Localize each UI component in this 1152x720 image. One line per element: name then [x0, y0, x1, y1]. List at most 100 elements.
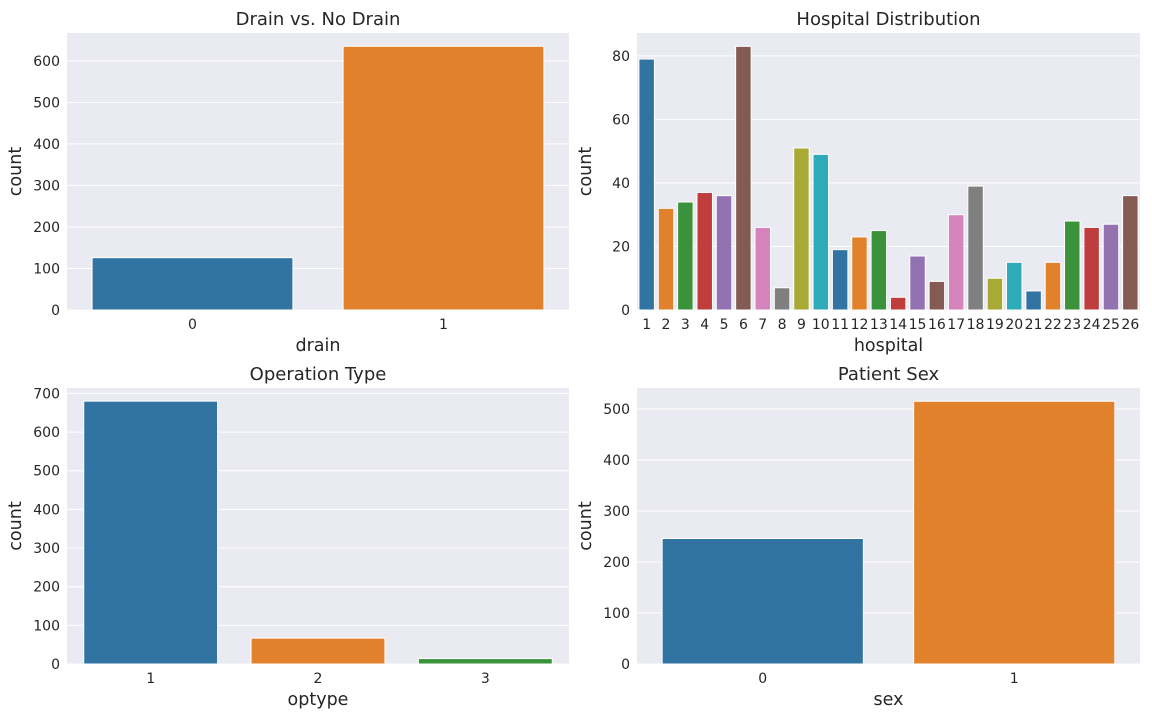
drain-xtick-label: 0	[188, 317, 197, 333]
hospital-xtick-label: 17	[947, 317, 965, 333]
hospital-xtick-label: 1	[642, 317, 651, 333]
sex-ytick-label: 100	[603, 606, 630, 622]
drain-bar-0	[91, 257, 294, 311]
sex-ytick-label: 500	[603, 402, 630, 418]
sex-ytick-label: 0	[621, 657, 630, 673]
optype-xlabel: optype	[288, 690, 349, 710]
optype-bar-2	[250, 637, 386, 665]
sex-xlabel: sex	[874, 690, 904, 710]
hospital-bar-15	[909, 255, 926, 311]
hospital-xtick-label: 4	[700, 317, 709, 333]
hospital-ylabel: count	[576, 147, 596, 197]
sex-ytick-label: 200	[603, 555, 630, 571]
hospital-bar-14	[889, 296, 907, 311]
hospital-bar-26	[1122, 195, 1139, 311]
hospital-xtick-label: 12	[851, 317, 869, 333]
drain-ytick-label: 0	[51, 303, 60, 319]
sex-bar-1	[913, 400, 1116, 665]
hospital-xtick-label: 3	[681, 317, 690, 333]
optype-ytick-label: 500	[33, 464, 60, 480]
hospital-bar-1	[638, 58, 655, 311]
sex-xtick-label: 1	[1010, 671, 1019, 687]
hospital-bar-8	[773, 287, 791, 311]
hospital-bar-17	[947, 214, 965, 311]
hospital-xtick-label: 16	[928, 317, 946, 333]
hospital-bar-22	[1044, 261, 1062, 311]
hospital-xtick-label: 23	[1063, 317, 1081, 333]
hospital-bar-7	[754, 226, 771, 311]
hospital-bar-6	[735, 45, 752, 311]
chart-drain: 0 100 200 300 400 500 600 0 1 Drain vs. No Drain d…	[6, 9, 569, 356]
optype-bar-1	[83, 400, 219, 665]
hospital-xtick-label: 22	[1044, 317, 1062, 333]
hospital-bar-4	[696, 191, 713, 311]
drain-ytick-label: 300	[33, 178, 60, 194]
hospital-xtick-label: 13	[870, 317, 888, 333]
hospital-bar-21	[1025, 290, 1042, 311]
hospital-ytick-label: 0	[621, 303, 630, 319]
hospital-bar-24	[1083, 226, 1100, 311]
hospital-bar-12	[851, 236, 868, 311]
hospital-xtick-label: 25	[1102, 317, 1120, 333]
hospital-bar-9	[793, 147, 810, 311]
optype-ytick-label: 0	[51, 657, 60, 673]
hospital-bar-18	[967, 185, 984, 311]
hospital-xtick-label: 24	[1083, 317, 1101, 333]
optype-bar-3	[417, 658, 553, 665]
hospital-bar-23	[1064, 220, 1081, 311]
optype-ytick-label: 300	[33, 541, 60, 557]
drain-bar-1	[342, 45, 545, 311]
sex-xtick-label: 0	[758, 671, 767, 687]
hospital-xtick-label: 6	[739, 317, 748, 333]
drain-ytick-label: 400	[33, 137, 60, 153]
optype-ytick-label: 600	[33, 425, 60, 441]
hospital-bar-5	[715, 195, 733, 311]
chart-optype: 0 100 200 300 400 500 600 700 1 2 3 Operation Type o…	[6, 364, 569, 710]
hospital-xtick-label: 26	[1121, 317, 1139, 333]
chart-sex: 0 100 200 300 400 500 0 1 Patient Sex sex count	[576, 364, 1140, 710]
sex-ytick-label: 400	[603, 453, 630, 469]
hospital-bar-13	[870, 230, 888, 311]
hospital-ytick-label: 20	[612, 239, 630, 255]
hospital-bar-10	[812, 153, 830, 311]
optype-ylabel: count	[6, 501, 26, 551]
hospital-xtick-label: 21	[1025, 317, 1043, 333]
optype-xtick-label: 2	[314, 671, 323, 687]
hospital-ytick-label: 40	[612, 176, 630, 192]
drain-ylabel: count	[6, 147, 26, 197]
drain-ytick-label: 500	[33, 95, 60, 111]
sex-title: Patient Sex	[838, 364, 940, 385]
drain-ytick-label: 100	[33, 261, 60, 277]
hospital-xtick-label: 20	[1005, 317, 1023, 333]
sex-ylabel: count	[576, 501, 596, 551]
hospital-xlabel: hospital	[854, 336, 923, 356]
sex-bar-0	[661, 537, 864, 665]
drain-ytick-label: 600	[33, 54, 60, 70]
hospital-title: Hospital Distribution	[796, 9, 980, 30]
hospital-ytick-label: 60	[612, 112, 630, 128]
optype-ytick-label: 700	[33, 386, 60, 402]
optype-title: Operation Type	[250, 364, 387, 385]
drain-xtick-label: 1	[439, 317, 448, 333]
optype-ytick-label: 400	[33, 502, 60, 518]
hospital-xtick-label: 2	[662, 317, 671, 333]
hospital-bar-11	[831, 249, 849, 311]
hospital-xtick-label: 14	[889, 317, 907, 333]
drain-ytick-label: 200	[33, 220, 60, 236]
drain-title: Drain vs. No Drain	[236, 9, 401, 30]
hospital-xtick-label: 9	[797, 317, 806, 333]
hospital-xtick-label: 19	[986, 317, 1004, 333]
hospital-bar-3	[677, 201, 694, 311]
hospital-xtick-label: 5	[720, 317, 729, 333]
drain-xlabel: drain	[296, 336, 341, 356]
hospital-xtick-label: 11	[831, 317, 849, 333]
hospital-bar-25	[1102, 223, 1120, 311]
hospital-xtick-label: 15	[909, 317, 927, 333]
hospital-xtick-label: 10	[812, 317, 830, 333]
optype-xtick-label: 1	[146, 671, 155, 687]
optype-ytick-label: 200	[33, 580, 60, 596]
hospital-ytick-label: 80	[612, 49, 630, 65]
hospital-xtick-label: 7	[758, 317, 767, 333]
